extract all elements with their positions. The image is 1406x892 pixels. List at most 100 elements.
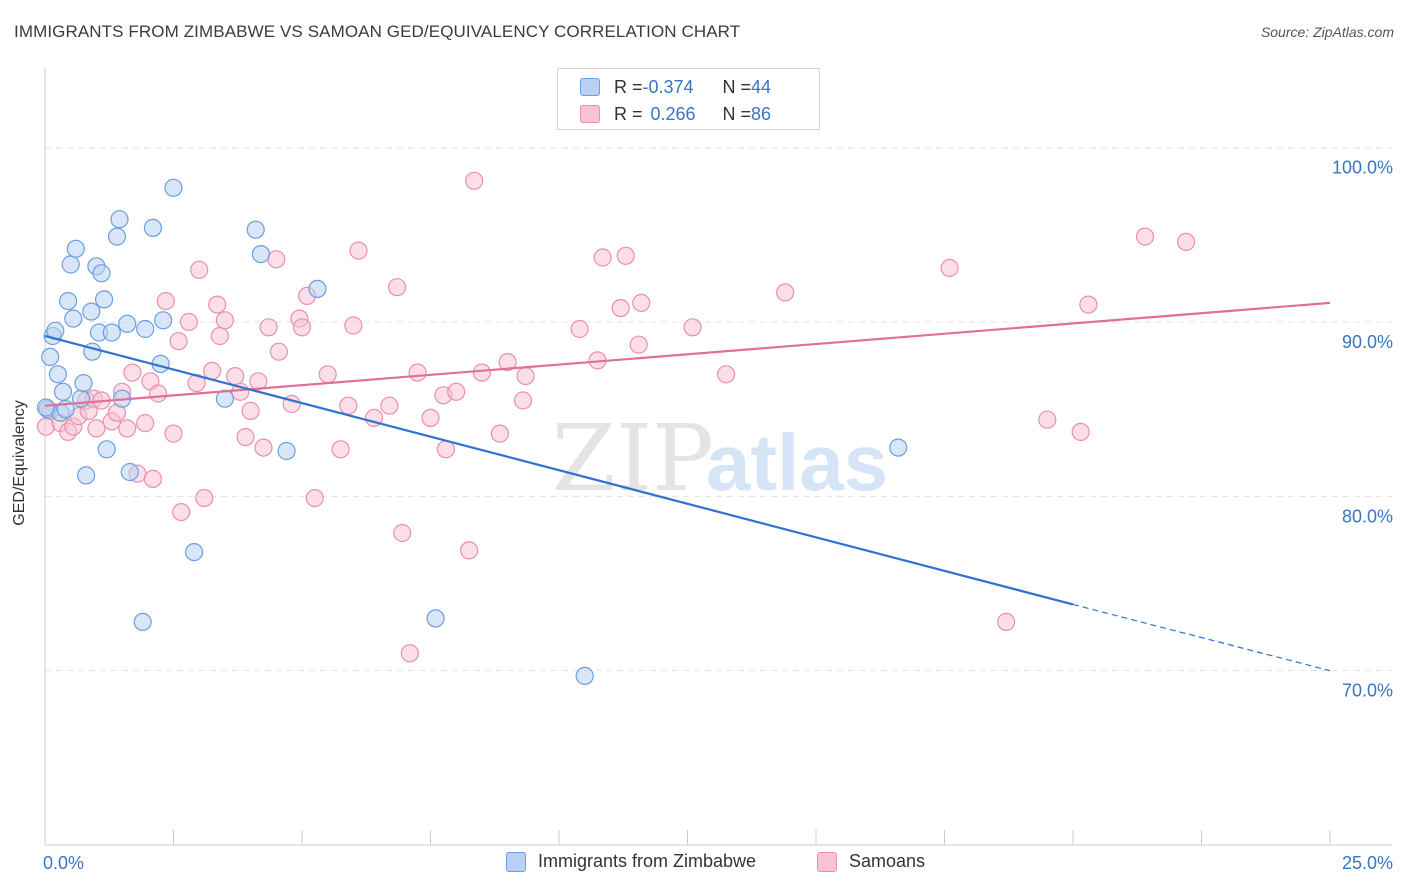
zimbabwe-point[interactable] <box>120 462 139 482</box>
samoan-point[interactable] <box>447 382 466 401</box>
samoan-point[interactable] <box>87 419 106 438</box>
legend-item-samoans[interactable]: Samoans <box>817 851 925 872</box>
samoan-point[interactable] <box>123 363 142 382</box>
zimbabwe-point[interactable] <box>71 389 91 408</box>
zimbabwe-point[interactable] <box>58 292 78 311</box>
samoan-point[interactable] <box>292 318 312 337</box>
samoan-point[interactable] <box>1079 295 1098 314</box>
samoan-point[interactable] <box>169 332 188 351</box>
zimbabwe-point[interactable] <box>92 264 111 283</box>
samoan-point[interactable] <box>997 612 1016 632</box>
zimbabwe-point[interactable] <box>277 441 296 461</box>
zimbabwe-point[interactable] <box>48 365 68 384</box>
zimbabwe-point[interactable] <box>110 210 129 229</box>
zimbabwe-point[interactable] <box>215 389 234 408</box>
samoan-point[interactable] <box>190 260 209 279</box>
zimbabwe-point[interactable] <box>74 374 93 393</box>
legend-swatch-samoans <box>817 851 837 872</box>
legend-item-zimbabwe[interactable]: Immigrants from Zimbabwe <box>506 851 756 872</box>
samoan-point[interactable] <box>1176 232 1196 251</box>
zimbabwe-point[interactable] <box>164 178 183 197</box>
zimbabwe-point[interactable] <box>36 398 56 417</box>
samoan-point[interactable] <box>241 401 260 420</box>
zimbabwe-point[interactable] <box>82 302 101 321</box>
samoan-point[interactable] <box>683 318 702 337</box>
samoan-point[interactable] <box>513 391 533 410</box>
zimbabwe-point[interactable] <box>97 440 116 459</box>
samoan-point[interactable] <box>259 318 278 337</box>
samoan-point[interactable] <box>498 353 517 372</box>
samoan-point[interactable] <box>408 363 427 382</box>
samoan-point[interactable] <box>267 250 286 269</box>
samoan-point[interactable] <box>118 419 137 438</box>
samoan-point[interactable] <box>318 365 337 384</box>
samoan-point[interactable] <box>226 367 245 386</box>
zimbabwe-point[interactable] <box>251 245 270 264</box>
samoan-point[interactable] <box>249 372 268 391</box>
samoan-point[interactable] <box>156 292 175 311</box>
zimbabwe-point[interactable] <box>246 220 265 239</box>
samoan-point[interactable] <box>593 248 612 267</box>
samoan-point[interactable] <box>1071 422 1090 441</box>
samoan-point[interactable] <box>616 246 635 265</box>
zimbabwe-point[interactable] <box>185 542 204 562</box>
zimbabwe-point[interactable] <box>64 309 83 328</box>
samoan-point[interactable] <box>254 438 273 457</box>
zimbabwe-point[interactable] <box>53 382 73 401</box>
zimbabwe-point[interactable] <box>143 218 162 237</box>
samoan-point[interactable] <box>465 171 484 190</box>
zimbabwe-point[interactable] <box>66 239 85 258</box>
samoan-point[interactable] <box>172 502 191 522</box>
samoan-point[interactable] <box>490 424 509 443</box>
samoan-point[interactable] <box>460 541 479 560</box>
samoan-point[interactable] <box>349 241 368 260</box>
samoan-point[interactable] <box>393 523 412 543</box>
samoan-point[interactable] <box>940 258 959 278</box>
samoan-point[interactable] <box>344 316 363 335</box>
zimbabwe-point[interactable] <box>308 279 327 298</box>
samoan-point[interactable] <box>421 408 440 427</box>
samoan-point[interactable] <box>611 299 630 318</box>
zimbabwe-point[interactable] <box>133 612 152 632</box>
samoan-point[interactable] <box>164 424 183 443</box>
samoan-point[interactable] <box>1135 227 1155 246</box>
samoan-point[interactable] <box>632 293 651 312</box>
samoan-point[interactable] <box>1038 410 1057 429</box>
samoan-point[interactable] <box>472 363 491 382</box>
zimbabwe-point[interactable] <box>575 666 594 686</box>
samoan-point[interactable] <box>136 414 155 433</box>
zimbabwe-point[interactable] <box>61 255 80 274</box>
samoan-point[interactable] <box>236 428 255 447</box>
samoan-point[interactable] <box>208 295 227 314</box>
samoan-point[interactable] <box>215 311 234 330</box>
samoan-point[interactable] <box>179 312 198 332</box>
samoan-point[interactable] <box>195 489 214 508</box>
zimbabwe-point[interactable] <box>107 227 127 246</box>
samoan-point[interactable] <box>210 326 229 346</box>
zimbabwe-point[interactable] <box>136 319 155 339</box>
zimbabwe-point[interactable] <box>102 323 121 342</box>
samoan-point[interactable] <box>149 384 168 403</box>
samoan-point[interactable] <box>203 361 222 380</box>
samoan-point[interactable] <box>331 440 350 459</box>
samoan-point[interactable] <box>269 342 288 361</box>
samoan-point[interactable] <box>776 283 795 302</box>
y-axis-label: GED/Equivalency <box>11 400 28 526</box>
samoan-point[interactable] <box>570 319 589 339</box>
samoan-point[interactable] <box>339 396 358 415</box>
samoan-point[interactable] <box>388 278 407 297</box>
zimbabwe-point[interactable] <box>118 314 137 333</box>
samoan-point[interactable] <box>716 365 736 384</box>
zimbabwe-point[interactable] <box>426 609 445 628</box>
samoan-point[interactable] <box>400 644 419 663</box>
samoan-point[interactable] <box>629 335 648 354</box>
zimbabwe-point[interactable] <box>154 311 173 330</box>
zimbabwe-point[interactable] <box>889 438 908 457</box>
zimbabwe-point[interactable] <box>76 466 96 485</box>
samoan-point[interactable] <box>143 469 162 488</box>
samoan-point[interactable] <box>305 489 324 508</box>
zimbabwe-point[interactable] <box>94 290 114 309</box>
samoan-point[interactable] <box>516 367 535 386</box>
samoan-point[interactable] <box>380 396 399 415</box>
zimbabwe-point[interactable] <box>40 347 60 366</box>
